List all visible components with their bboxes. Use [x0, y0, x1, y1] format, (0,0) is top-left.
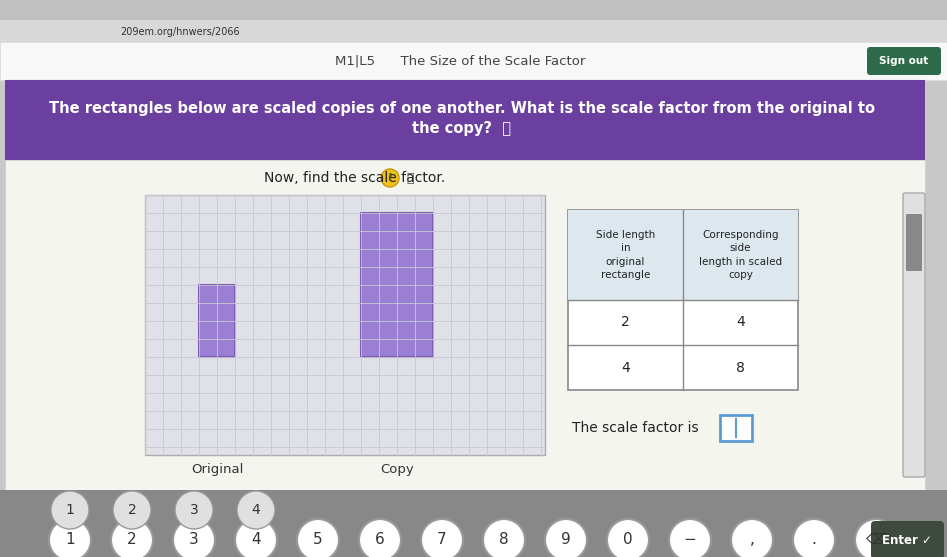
- Circle shape: [607, 519, 649, 557]
- Text: 6: 6: [375, 532, 384, 548]
- Circle shape: [235, 519, 277, 557]
- Circle shape: [237, 491, 275, 529]
- Text: 4: 4: [252, 503, 260, 517]
- Circle shape: [483, 519, 525, 557]
- Text: 🔊: 🔊: [406, 172, 414, 184]
- Circle shape: [793, 519, 835, 557]
- Text: !: !: [387, 173, 393, 183]
- Text: 209em.org/hnwers/2066: 209em.org/hnwers/2066: [120, 27, 240, 37]
- Text: 3: 3: [189, 532, 199, 548]
- Text: −: −: [684, 532, 696, 548]
- FancyBboxPatch shape: [871, 521, 944, 557]
- FancyBboxPatch shape: [903, 193, 925, 477]
- Text: Copy: Copy: [380, 462, 414, 476]
- Text: The rectangles below are scaled copies of one another. What is the scale factor : The rectangles below are scaled copies o…: [49, 100, 875, 115]
- Text: Original: Original: [190, 462, 243, 476]
- FancyBboxPatch shape: [5, 80, 925, 535]
- Circle shape: [381, 169, 399, 187]
- FancyBboxPatch shape: [5, 80, 925, 160]
- Text: M1|L5      The Size of the Scale Factor: M1|L5 The Size of the Scale Factor: [335, 55, 585, 67]
- FancyBboxPatch shape: [0, 0, 947, 20]
- Text: ,: ,: [750, 532, 755, 548]
- Text: Sign out: Sign out: [880, 56, 929, 66]
- FancyBboxPatch shape: [0, 0, 947, 42]
- FancyBboxPatch shape: [199, 285, 235, 357]
- Text: Enter ✓: Enter ✓: [882, 534, 932, 546]
- Text: 4: 4: [621, 360, 630, 374]
- Circle shape: [111, 519, 153, 557]
- FancyBboxPatch shape: [145, 195, 545, 455]
- Text: Corresponding
side
length in scaled
copy: Corresponding side length in scaled copy: [699, 230, 782, 280]
- Circle shape: [731, 519, 773, 557]
- Circle shape: [421, 519, 463, 557]
- Text: 2: 2: [621, 315, 630, 330]
- Text: 7: 7: [438, 532, 447, 548]
- Circle shape: [669, 519, 711, 557]
- Circle shape: [49, 519, 91, 557]
- Text: ⌫: ⌫: [866, 532, 886, 548]
- Circle shape: [175, 491, 213, 529]
- FancyBboxPatch shape: [867, 47, 941, 75]
- FancyBboxPatch shape: [0, 490, 947, 557]
- Text: .: .: [812, 532, 816, 548]
- Text: 9: 9: [562, 532, 571, 548]
- FancyBboxPatch shape: [568, 210, 798, 390]
- Text: The scale factor is: The scale factor is: [572, 421, 699, 435]
- Text: 4: 4: [251, 532, 260, 548]
- Text: 4: 4: [736, 315, 745, 330]
- Circle shape: [359, 519, 401, 557]
- FancyBboxPatch shape: [5, 160, 925, 490]
- Text: the copy?  🔊: the copy? 🔊: [413, 120, 511, 135]
- Text: 2: 2: [127, 532, 136, 548]
- Circle shape: [297, 519, 339, 557]
- Text: 2: 2: [128, 503, 136, 517]
- Circle shape: [173, 519, 215, 557]
- Circle shape: [545, 519, 587, 557]
- FancyBboxPatch shape: [906, 214, 922, 271]
- Text: 1: 1: [65, 532, 75, 548]
- FancyBboxPatch shape: [0, 20, 947, 42]
- Text: Now, find the scale factor.: Now, find the scale factor.: [264, 171, 446, 185]
- Text: 5: 5: [313, 532, 323, 548]
- Text: 3: 3: [189, 503, 198, 517]
- FancyBboxPatch shape: [361, 213, 433, 357]
- FancyBboxPatch shape: [720, 415, 752, 441]
- Text: 8: 8: [736, 360, 745, 374]
- FancyBboxPatch shape: [0, 42, 947, 80]
- Text: 8: 8: [499, 532, 509, 548]
- Circle shape: [113, 491, 151, 529]
- FancyBboxPatch shape: [568, 210, 798, 300]
- Circle shape: [855, 519, 897, 557]
- Text: 0: 0: [623, 532, 633, 548]
- Circle shape: [51, 491, 89, 529]
- Text: Side length
in
original
rectangle: Side length in original rectangle: [596, 230, 655, 280]
- Text: 1: 1: [65, 503, 75, 517]
